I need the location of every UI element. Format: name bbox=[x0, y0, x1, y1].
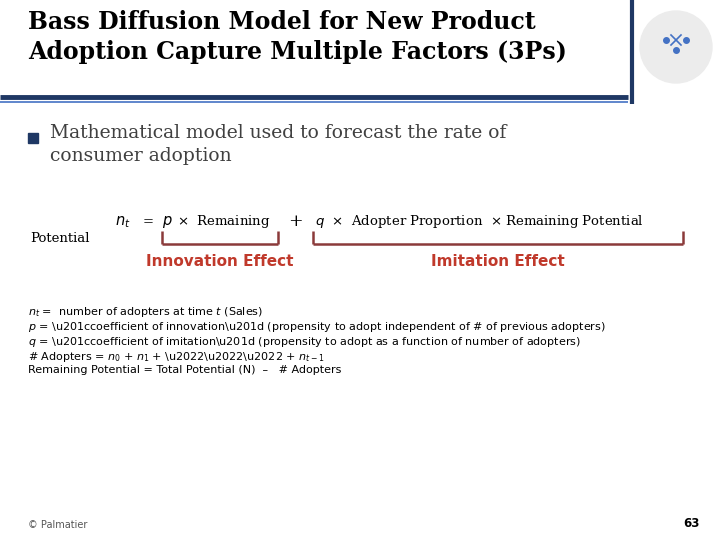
Text: 63: 63 bbox=[683, 517, 700, 530]
Circle shape bbox=[640, 11, 712, 83]
Text: Innovation Effect: Innovation Effect bbox=[146, 254, 294, 269]
Text: $n_t$: $n_t$ bbox=[115, 214, 130, 230]
Text: Potential: Potential bbox=[30, 233, 89, 246]
Text: $\times$  Remaining: $\times$ Remaining bbox=[177, 213, 271, 231]
Text: =: = bbox=[143, 215, 154, 228]
Bar bbox=[28, 133, 38, 143]
Text: +: + bbox=[288, 213, 302, 231]
Text: $p$ = \u201ccoefficient of innovation\u201d (propensity to adopt independent of : $p$ = \u201ccoefficient of innovation\u2… bbox=[28, 320, 606, 334]
Text: $q$ = \u201ccoefficient of imitation\u201d (propensity to adopt as a function of: $q$ = \u201ccoefficient of imitation\u20… bbox=[28, 335, 581, 349]
Text: $q$  $\times$  Adopter Proportion  $\times$ Remaining Potential: $q$ $\times$ Adopter Proportion $\times$… bbox=[315, 213, 644, 231]
Text: $p$: $p$ bbox=[162, 214, 173, 230]
Text: © Palmatier: © Palmatier bbox=[28, 520, 87, 530]
Text: consumer adoption: consumer adoption bbox=[50, 147, 232, 165]
Text: Mathematical model used to forecast the rate of: Mathematical model used to forecast the … bbox=[50, 124, 506, 142]
Text: Adoption Capture Multiple Factors (3Ps): Adoption Capture Multiple Factors (3Ps) bbox=[28, 40, 567, 64]
Text: Imitation Effect: Imitation Effect bbox=[431, 254, 565, 269]
Text: # Adopters = $n_0$ + $n_1$ + \u2022\u2022\u2022 + $n_{t-1}$: # Adopters = $n_0$ + $n_1$ + \u2022\u202… bbox=[28, 350, 325, 364]
Text: $n_t$ =  number of adopters at time $t$ (Sales): $n_t$ = number of adopters at time $t$ (… bbox=[28, 305, 263, 319]
Text: Remaining Potential = Total Potential (N)  –   # Adopters: Remaining Potential = Total Potential (N… bbox=[28, 365, 341, 375]
Text: Bass Diffusion Model for New Product: Bass Diffusion Model for New Product bbox=[28, 10, 536, 34]
